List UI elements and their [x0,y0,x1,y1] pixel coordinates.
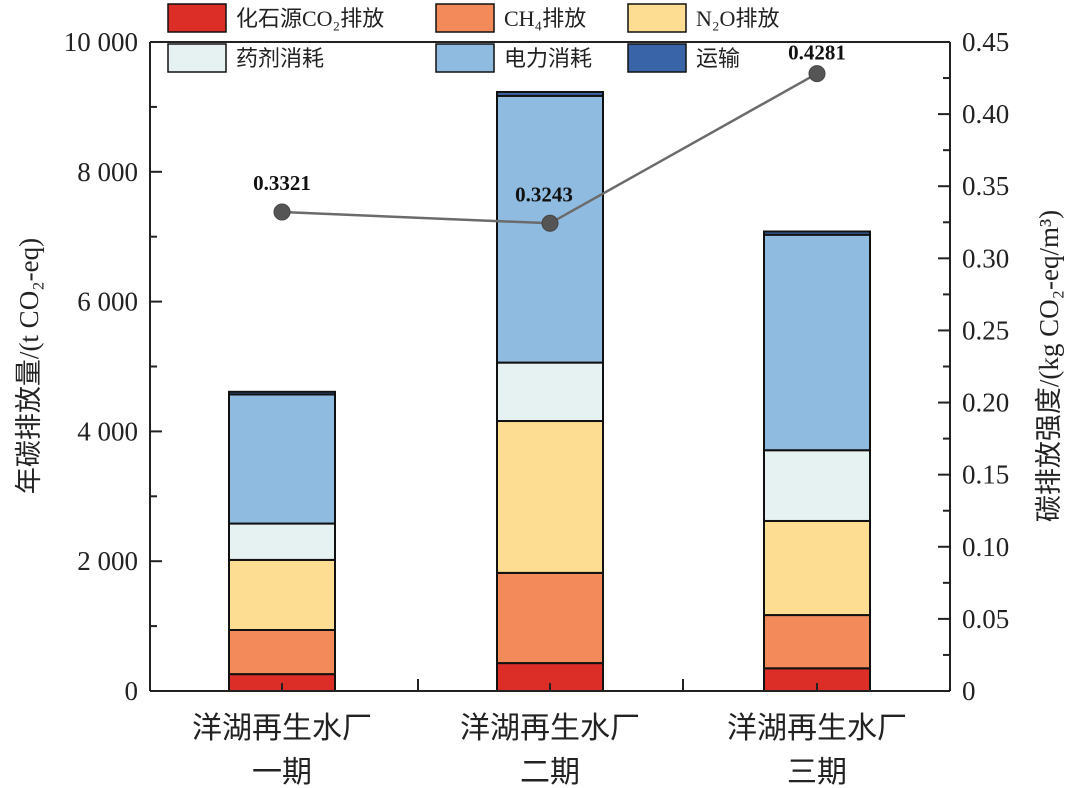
y-tick-label: 10 000 [64,27,138,57]
bar-segment [763,614,871,670]
bar-segment [763,449,871,522]
y-tick-label: 0 [125,676,139,706]
bar-segment [228,393,336,525]
intensity-point [808,65,826,83]
legend-label: 药剂消耗 [236,46,324,71]
legend-label: 运输 [696,46,740,71]
bar-segment [763,233,871,452]
bar-segment [496,571,604,665]
intensity-value-label: 0.3243 [515,182,573,206]
intensity-point [273,203,291,221]
legend-label: CH₄排放 [504,6,586,31]
y2-tick-label: 0.20 [962,388,1009,418]
legend-swatch [167,43,227,73]
y-tick-label: 8 000 [77,157,138,187]
y-tick-label: 6 000 [77,287,138,317]
intensity-point [541,214,559,232]
bar-segment [763,519,871,617]
legend-label: N₂O排放 [696,6,779,31]
y-tick-label: 4 000 [77,416,138,446]
legend-label: 化石源CO₂排放 [236,6,384,31]
bar-segment [228,628,336,676]
y2-tick-label: 0.25 [962,315,1009,345]
y2-tick-label: 0.40 [962,99,1009,129]
y2-tick-label: 0.15 [962,460,1009,490]
y2-tick-label: 0.10 [962,532,1009,562]
legend-label: 电力消耗 [504,46,592,71]
bar-segment [496,420,604,574]
legend-swatch [627,3,687,33]
y2-tick-label: 0.35 [962,171,1009,201]
legend-swatch [627,43,687,73]
bar-segment [763,230,871,236]
y2-tick-label: 0.05 [962,604,1009,634]
y-tick-label: 2 000 [77,546,138,576]
bar-segment [228,390,336,396]
legend-swatch [435,3,495,33]
intensity-value-label: 0.3321 [253,171,311,195]
category-label: 二期 [520,755,580,788]
y-axis-title: 年碳排放量/(t CO₂-eq) [14,238,44,494]
category-label: 一期 [252,755,312,788]
y2-axis-title: 碳排放强度/(kg CO₂-eq/m³) [1034,210,1064,522]
category-label: 洋湖再生水厂 [192,711,372,746]
intensity-value-label: 0.4281 [788,41,846,65]
legend-swatch [167,3,227,33]
category-label: 三期 [787,755,847,788]
bar-segment [228,558,336,631]
y2-tick-label: 0.30 [962,243,1009,273]
category-label: 洋湖再生水厂 [727,711,907,746]
bar-segment [228,522,336,561]
legend-swatch [435,43,495,73]
category-label: 洋湖再生水厂 [460,711,640,746]
bar-segment [496,361,604,423]
bar-segment [496,90,604,97]
y2-tick-label: 0.45 [962,27,1009,57]
y2-tick-label: 0 [962,676,976,706]
